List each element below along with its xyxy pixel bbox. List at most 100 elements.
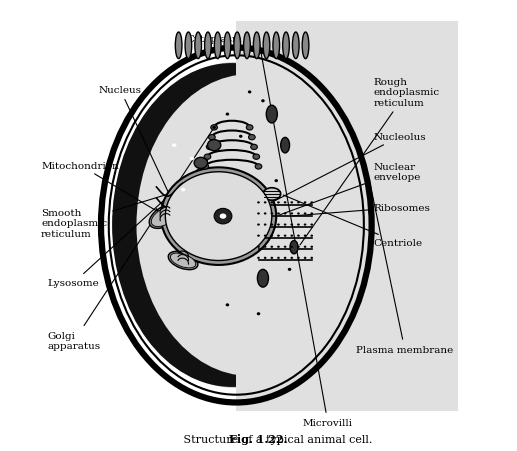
Ellipse shape xyxy=(248,91,251,94)
Ellipse shape xyxy=(281,138,290,153)
Bar xyxy=(236,22,458,411)
Ellipse shape xyxy=(283,33,290,60)
Text: Nucleus: Nucleus xyxy=(99,86,191,241)
Ellipse shape xyxy=(257,224,260,226)
Ellipse shape xyxy=(168,252,198,270)
Ellipse shape xyxy=(114,63,358,388)
Ellipse shape xyxy=(291,224,293,226)
Ellipse shape xyxy=(277,235,280,237)
Ellipse shape xyxy=(264,235,266,237)
Ellipse shape xyxy=(244,33,250,60)
Ellipse shape xyxy=(264,202,266,204)
Ellipse shape xyxy=(291,246,293,249)
Ellipse shape xyxy=(194,158,207,169)
Ellipse shape xyxy=(277,224,280,226)
Ellipse shape xyxy=(211,125,218,131)
Ellipse shape xyxy=(284,202,286,204)
Text: Centriole: Centriole xyxy=(283,196,423,248)
Ellipse shape xyxy=(304,202,307,204)
Ellipse shape xyxy=(270,257,273,259)
Ellipse shape xyxy=(304,213,307,215)
Ellipse shape xyxy=(270,224,273,226)
Ellipse shape xyxy=(270,202,273,204)
Ellipse shape xyxy=(291,235,293,237)
Ellipse shape xyxy=(257,270,268,287)
Ellipse shape xyxy=(310,213,313,215)
Ellipse shape xyxy=(284,246,286,249)
Ellipse shape xyxy=(136,75,363,376)
Text: Fig. 1.22. Structure of a typical animal cell.: Fig. 1.22. Structure of a typical animal… xyxy=(0,450,1,451)
Ellipse shape xyxy=(257,246,260,249)
Ellipse shape xyxy=(257,202,260,204)
Ellipse shape xyxy=(304,235,307,237)
Ellipse shape xyxy=(293,33,299,60)
Ellipse shape xyxy=(277,246,280,249)
Ellipse shape xyxy=(297,257,300,259)
Ellipse shape xyxy=(225,304,229,307)
Ellipse shape xyxy=(277,202,280,204)
Ellipse shape xyxy=(304,257,307,259)
Ellipse shape xyxy=(257,313,260,316)
Ellipse shape xyxy=(234,33,240,60)
Ellipse shape xyxy=(151,206,179,227)
Ellipse shape xyxy=(297,202,300,204)
Text: Cytoplasm: Cytoplasm xyxy=(186,35,242,44)
Ellipse shape xyxy=(297,235,300,237)
Ellipse shape xyxy=(310,235,313,237)
Ellipse shape xyxy=(277,213,280,215)
Ellipse shape xyxy=(291,202,293,204)
Text: Microvilli: Microvilli xyxy=(259,42,353,427)
Ellipse shape xyxy=(275,179,278,183)
Ellipse shape xyxy=(290,241,298,254)
Ellipse shape xyxy=(270,213,273,215)
Ellipse shape xyxy=(257,235,260,237)
Text: Nucleolus: Nucleolus xyxy=(239,133,427,220)
Ellipse shape xyxy=(190,157,194,161)
Ellipse shape xyxy=(288,268,292,272)
Ellipse shape xyxy=(263,189,281,201)
Ellipse shape xyxy=(291,213,293,215)
Ellipse shape xyxy=(310,257,313,259)
Ellipse shape xyxy=(161,168,276,265)
Ellipse shape xyxy=(225,113,229,116)
Ellipse shape xyxy=(310,246,313,249)
Ellipse shape xyxy=(264,246,266,249)
Ellipse shape xyxy=(270,235,273,237)
Ellipse shape xyxy=(266,106,277,124)
Ellipse shape xyxy=(185,33,192,60)
Ellipse shape xyxy=(224,33,231,60)
Ellipse shape xyxy=(204,155,211,160)
Ellipse shape xyxy=(239,135,242,138)
Text: Lysosome: Lysosome xyxy=(48,161,208,288)
Ellipse shape xyxy=(172,144,176,147)
Ellipse shape xyxy=(257,213,260,215)
Ellipse shape xyxy=(284,213,286,215)
Ellipse shape xyxy=(264,257,266,259)
Ellipse shape xyxy=(297,246,300,249)
Ellipse shape xyxy=(165,172,272,261)
Ellipse shape xyxy=(297,213,300,215)
Ellipse shape xyxy=(284,224,286,226)
Ellipse shape xyxy=(261,100,265,103)
Ellipse shape xyxy=(214,209,232,225)
Ellipse shape xyxy=(251,145,257,150)
Ellipse shape xyxy=(246,125,253,131)
Text: Structure of a typical animal cell.: Structure of a typical animal cell. xyxy=(145,434,372,444)
Ellipse shape xyxy=(284,257,286,259)
Text: Smooth
endoplasmic
reticulum: Smooth endoplasmic reticulum xyxy=(41,191,180,238)
Text: Golgi
apparatus: Golgi apparatus xyxy=(48,130,212,350)
Ellipse shape xyxy=(175,33,182,60)
Text: Fig. 1.22.: Fig. 1.22. xyxy=(0,450,1,451)
Ellipse shape xyxy=(171,253,196,268)
Ellipse shape xyxy=(304,224,307,226)
Ellipse shape xyxy=(181,189,185,192)
Text: Mitochondrion: Mitochondrion xyxy=(41,161,163,215)
Ellipse shape xyxy=(112,64,352,387)
Ellipse shape xyxy=(304,246,307,249)
Ellipse shape xyxy=(270,246,273,249)
Ellipse shape xyxy=(264,213,266,215)
Ellipse shape xyxy=(284,235,286,237)
Ellipse shape xyxy=(205,33,211,60)
Ellipse shape xyxy=(253,33,260,60)
Ellipse shape xyxy=(206,145,213,150)
